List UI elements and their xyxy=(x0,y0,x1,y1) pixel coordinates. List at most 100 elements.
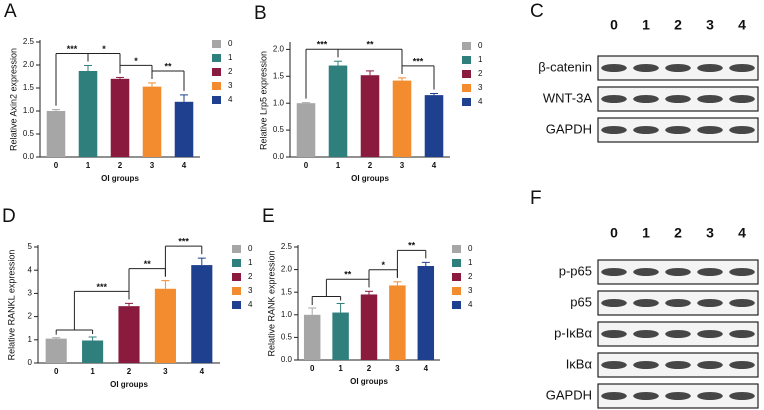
error-bar xyxy=(365,290,373,295)
legend-swatch xyxy=(212,54,221,62)
legend-label: 0 xyxy=(228,39,233,48)
blot-band xyxy=(633,330,659,338)
x-tick-label: 4 xyxy=(432,161,437,170)
lane-label: 3 xyxy=(706,17,714,33)
legend-swatch xyxy=(452,245,461,253)
legend-label: 4 xyxy=(478,97,483,106)
x-tick-label: 3 xyxy=(163,367,168,376)
legend-label: 2 xyxy=(468,272,473,281)
blot-band xyxy=(665,330,691,338)
blot-band xyxy=(601,392,627,400)
row-label: p-IκBα xyxy=(554,325,592,340)
significance-bracket: ** xyxy=(337,40,403,74)
blot-band xyxy=(729,64,755,72)
blot-band xyxy=(633,64,659,72)
significance-label: *** xyxy=(413,56,424,66)
significance-label: *** xyxy=(178,237,189,247)
legend-swatch xyxy=(452,287,461,295)
error-bar xyxy=(197,257,206,266)
error-bar xyxy=(334,60,342,66)
legend-label: 3 xyxy=(248,286,253,295)
y-tick-label: 2.5 xyxy=(281,242,293,251)
significance-label: ** xyxy=(344,270,352,280)
row-label: GAPDH xyxy=(546,121,592,136)
error-bar xyxy=(180,94,188,102)
bar xyxy=(78,70,98,157)
x-tick-label: 2 xyxy=(118,161,123,170)
blot-band xyxy=(601,361,627,369)
legend-label: 2 xyxy=(228,67,233,76)
error-bar xyxy=(148,82,156,87)
significance-label: ** xyxy=(408,241,416,251)
significance-label: *** xyxy=(96,282,107,292)
blot-band xyxy=(601,64,627,72)
legend-label: 4 xyxy=(248,300,253,309)
y-tick-label: 0.5 xyxy=(23,129,35,138)
bar xyxy=(82,340,104,363)
significance-bracket: * xyxy=(119,56,153,79)
bar xyxy=(142,86,162,157)
x-tick-label: 1 xyxy=(86,161,91,170)
row-label: β-catenin xyxy=(538,59,592,74)
bar xyxy=(303,314,321,360)
panel-label: A xyxy=(4,1,17,22)
legend-label: 3 xyxy=(478,83,483,92)
x-tick-label: 1 xyxy=(336,161,341,170)
bar xyxy=(191,265,213,363)
significance-label: * xyxy=(381,260,385,270)
legend-label: 0 xyxy=(248,244,253,253)
blot-band xyxy=(697,268,723,276)
y-tick-label: 0 xyxy=(28,358,33,367)
blot-band xyxy=(697,126,723,134)
blot-band xyxy=(601,330,627,338)
legend-label: 1 xyxy=(248,258,253,267)
blot-band xyxy=(665,64,691,72)
x-tick-label: 0 xyxy=(54,161,59,170)
legend-label: 3 xyxy=(468,286,473,295)
blot-band xyxy=(601,299,627,307)
legend-swatch xyxy=(462,70,471,78)
significance-label: * xyxy=(134,56,138,66)
x-tick-label: 4 xyxy=(200,367,205,376)
x-tick-label: 3 xyxy=(400,161,405,170)
blot-band xyxy=(633,95,659,103)
blot-band xyxy=(633,126,659,134)
legend-swatch xyxy=(452,301,461,309)
blot-band xyxy=(665,268,691,276)
bar xyxy=(154,288,176,363)
x-tick-label: 2 xyxy=(367,364,372,373)
bar xyxy=(110,78,130,157)
legend-label: 3 xyxy=(228,81,233,90)
bar xyxy=(118,306,140,363)
legend-swatch xyxy=(232,245,241,253)
y-tick-label: 1.5 xyxy=(23,83,35,92)
y-tick-label: 0.5 xyxy=(273,125,285,134)
y-tick-label: 1.0 xyxy=(273,98,285,107)
lane-label: 2 xyxy=(674,225,682,241)
legend-swatch xyxy=(462,42,471,50)
significance-bracket: *** xyxy=(164,237,203,277)
significance-label: ** xyxy=(144,259,152,269)
lane-label: 4 xyxy=(738,225,746,241)
blot-band xyxy=(665,126,691,134)
panel-label: E xyxy=(262,206,275,227)
y-tick-label: 1.0 xyxy=(23,106,35,115)
error-bar xyxy=(161,280,170,289)
lane-label: 3 xyxy=(706,225,714,241)
error-bar xyxy=(398,77,406,81)
blot-band xyxy=(665,392,691,400)
significance-label: *** xyxy=(317,40,328,50)
blot-band xyxy=(665,95,691,103)
y-tick-label: 2.0 xyxy=(273,44,285,53)
y-tick-label: 0.5 xyxy=(281,333,293,342)
error-bar xyxy=(52,109,60,111)
bar xyxy=(174,101,194,157)
legend-label: 4 xyxy=(228,95,233,104)
blot-band xyxy=(729,392,755,400)
blot-band xyxy=(633,361,659,369)
x-tick-label: 4 xyxy=(424,364,429,373)
lane-label: 0 xyxy=(610,225,618,241)
blot-band xyxy=(633,392,659,400)
x-axis-title: OI groups xyxy=(101,174,139,183)
blot-band xyxy=(697,299,723,307)
